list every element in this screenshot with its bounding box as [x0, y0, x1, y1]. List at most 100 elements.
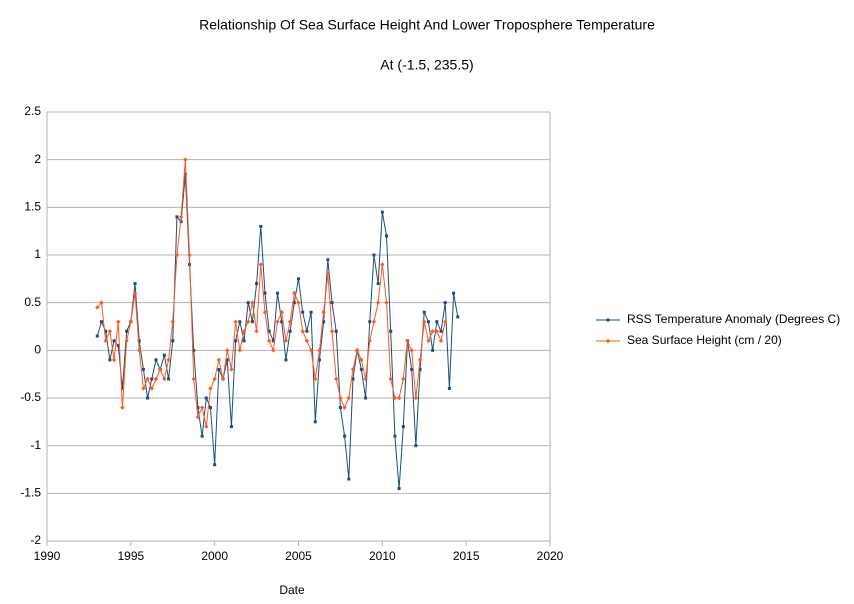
point — [292, 301, 296, 305]
point — [418, 367, 422, 371]
point — [111, 357, 117, 363]
point — [242, 339, 246, 343]
point — [187, 252, 192, 258]
point — [396, 395, 402, 401]
point — [259, 224, 263, 228]
x-tick-label: 1995 — [117, 549, 144, 563]
x-axis-label: Date — [279, 583, 305, 597]
point — [322, 320, 326, 324]
point — [384, 300, 389, 305]
point — [329, 329, 335, 334]
legend-label: RSS Temperature Anomaly (Degrees C) — [627, 312, 840, 326]
point — [120, 405, 125, 410]
point — [431, 348, 435, 352]
point — [162, 376, 167, 382]
point — [208, 406, 212, 410]
y-tick-label: 0 — [34, 343, 41, 357]
y-tick-label: -1 — [30, 438, 41, 452]
point — [438, 338, 444, 343]
point — [342, 405, 347, 410]
point — [217, 367, 221, 371]
point — [178, 214, 184, 220]
point — [359, 367, 363, 371]
point — [99, 300, 104, 305]
point — [95, 305, 100, 310]
point — [192, 348, 196, 352]
point — [388, 376, 393, 382]
point — [204, 396, 208, 400]
point — [271, 348, 276, 353]
point — [157, 367, 163, 372]
point — [422, 310, 426, 314]
point — [346, 395, 351, 401]
point — [401, 376, 406, 382]
point — [267, 329, 271, 333]
point — [375, 300, 381, 305]
point — [124, 338, 129, 343]
point — [120, 386, 124, 390]
y-tick-label: 2 — [34, 152, 41, 166]
point — [288, 329, 292, 333]
point — [271, 339, 275, 343]
point — [179, 220, 183, 224]
point — [426, 320, 430, 324]
point — [116, 344, 120, 348]
y-tick-label: 1 — [34, 247, 41, 261]
point — [326, 258, 330, 262]
point — [170, 319, 175, 324]
point — [309, 310, 313, 314]
point — [204, 424, 209, 429]
point — [195, 414, 201, 420]
point — [283, 338, 289, 343]
point — [392, 395, 398, 401]
point — [107, 329, 113, 334]
point — [199, 405, 205, 410]
point — [162, 353, 166, 357]
point — [313, 376, 318, 382]
point — [414, 444, 418, 448]
point — [434, 329, 440, 334]
legend-marker — [605, 338, 611, 344]
point — [296, 300, 301, 305]
point — [229, 367, 234, 372]
point — [334, 376, 339, 382]
point — [208, 386, 213, 391]
point — [220, 376, 226, 382]
point — [250, 320, 254, 324]
point — [354, 348, 360, 353]
point — [334, 329, 338, 333]
chart-title: Relationship Of Sea Surface Height And L… — [199, 17, 655, 33]
point — [146, 396, 150, 400]
point — [103, 338, 108, 343]
point — [154, 358, 158, 362]
point — [241, 329, 247, 334]
y-tick-label: -0.5 — [20, 390, 41, 404]
point — [313, 420, 317, 424]
point — [422, 319, 427, 324]
point — [300, 329, 305, 334]
point — [275, 319, 280, 324]
legend-marker — [606, 318, 610, 322]
point — [191, 376, 196, 382]
point — [397, 487, 401, 491]
point — [132, 290, 138, 296]
point — [133, 282, 137, 286]
point — [150, 377, 154, 381]
point — [393, 434, 397, 438]
point — [317, 348, 322, 353]
point — [141, 367, 145, 371]
point — [196, 406, 200, 410]
point — [246, 319, 251, 324]
point — [401, 425, 405, 429]
point — [410, 367, 414, 371]
series-line — [96, 159, 446, 427]
y-tick-label: -1.5 — [20, 486, 41, 500]
point — [233, 319, 238, 324]
x-tick-label: 2010 — [369, 549, 396, 563]
point — [216, 357, 222, 363]
point — [413, 395, 419, 401]
point — [137, 348, 142, 353]
point — [234, 339, 238, 343]
point — [229, 425, 233, 429]
